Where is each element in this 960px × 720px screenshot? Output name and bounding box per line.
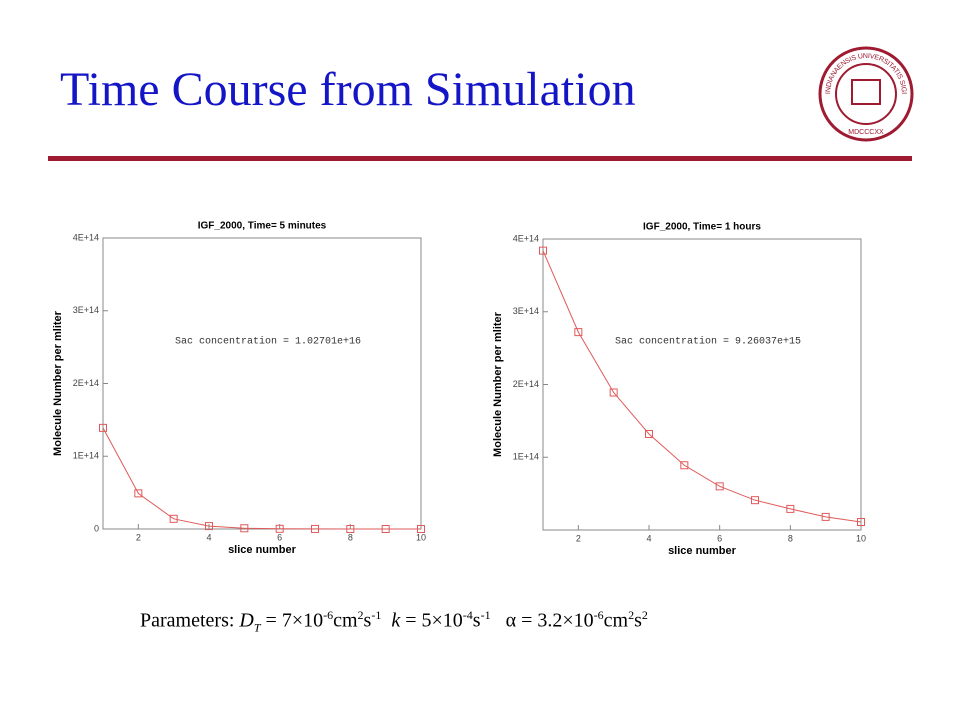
x-tick-label: 2 [576, 533, 581, 543]
param-text: = 5×10 [400, 609, 463, 632]
data-marker [381, 525, 390, 533]
data-marker [539, 246, 547, 255]
param-text: s [634, 609, 642, 632]
y-tick-label: 1E+14 [73, 451, 99, 461]
seal-bottom: MDCCCXX [848, 129, 884, 136]
data-marker [205, 522, 213, 531]
data-marker [609, 388, 618, 397]
param-text: α [505, 609, 517, 632]
data-marker [99, 423, 107, 432]
divider [48, 156, 912, 161]
x-tick-label: 6 [717, 533, 722, 543]
data-marker [821, 512, 830, 521]
data-marker [417, 525, 425, 533]
param-text: cm [603, 609, 629, 632]
param-text: D [239, 609, 254, 632]
y-axis-label: Molecule Number per mliter [52, 310, 64, 456]
data-marker [346, 525, 355, 533]
data-marker [715, 482, 724, 491]
param-text: 2 [628, 608, 635, 622]
data-marker [311, 524, 319, 533]
data-line [102, 427, 421, 530]
chart: IGF_2000, Time= 1 hours 1E+14 2E+14 3E+14 4E… [492, 222, 866, 557]
param-text: = 7×10 [260, 609, 324, 632]
slide-title: Time Course from Simulation [60, 63, 636, 116]
param-text: -6 [593, 608, 604, 622]
y-axis-label: Molecule Number per mliter [492, 311, 504, 457]
chart-title: IGF_2000, Time= 5 minutes [198, 221, 327, 232]
y-tick-label: 3E+14 [513, 306, 539, 316]
data-marker [751, 496, 759, 505]
parameters: Parameters: DT = 7×10-6cm2s-1 k = 5×10-4… [140, 608, 648, 636]
y-tick-label: 4E+14 [513, 233, 539, 243]
data-marker [680, 461, 689, 470]
param-text: s [472, 609, 481, 632]
data-marker [240, 524, 249, 533]
x-tick-label: 8 [348, 532, 353, 542]
data-marker [275, 524, 284, 533]
param-text: s [363, 609, 372, 632]
param-text: -6 [323, 608, 334, 622]
param-text: -4 [462, 608, 473, 622]
param-text: 2 [357, 608, 364, 622]
seal-inner [835, 63, 897, 125]
x-tick-label: 4 [646, 533, 651, 543]
plot-frame [542, 238, 862, 531]
param-text: 2 [641, 608, 648, 622]
x-tick-label: 4 [206, 532, 211, 542]
seal-book [851, 79, 881, 105]
y-tick-label: 2E+14 [513, 379, 539, 389]
x-axis-label: slice number [228, 544, 297, 556]
param-text: Parameters: [140, 609, 240, 632]
data-marker [857, 517, 865, 526]
param-text: k [391, 609, 401, 632]
x-tick-label: 2 [136, 532, 141, 542]
annotation: Sac concentration = 1.02701e+16 [175, 336, 361, 348]
param-text: = 3.2×10 [516, 609, 594, 632]
x-axis-label: slice number [668, 545, 737, 557]
annotation: Sac concentration = 9.26037e+15 [615, 336, 801, 348]
plot-frame [102, 237, 422, 530]
data-line [542, 250, 862, 523]
x-tick-label: 6 [277, 532, 282, 542]
y-tick-label: 2E+14 [73, 378, 99, 388]
y-tick-label: 3E+14 [73, 305, 99, 315]
data-marker [645, 429, 653, 438]
x-tick-label: 10 [416, 532, 426, 542]
data-marker [574, 328, 583, 337]
param-text: -1 [371, 608, 382, 622]
param-text: T [253, 620, 261, 635]
seal-ring [818, 46, 914, 142]
chart-title: IGF_2000, Time= 1 hours [643, 222, 761, 233]
data-marker [169, 514, 178, 523]
y-tick-label: 4E+14 [73, 232, 99, 242]
chart: IGF_2000, Time= 5 minutes 0 1E+14 2E+14 3E+1… [52, 221, 426, 556]
data-marker [134, 489, 143, 498]
param-text: cm [333, 609, 358, 632]
y-tick-label: 1E+14 [513, 452, 539, 462]
x-tick-label: 8 [788, 533, 793, 543]
data-marker [786, 504, 795, 513]
param-text: -1 [480, 608, 491, 622]
y-tick-label: 0 [94, 523, 99, 533]
x-tick-label: 10 [856, 533, 866, 543]
